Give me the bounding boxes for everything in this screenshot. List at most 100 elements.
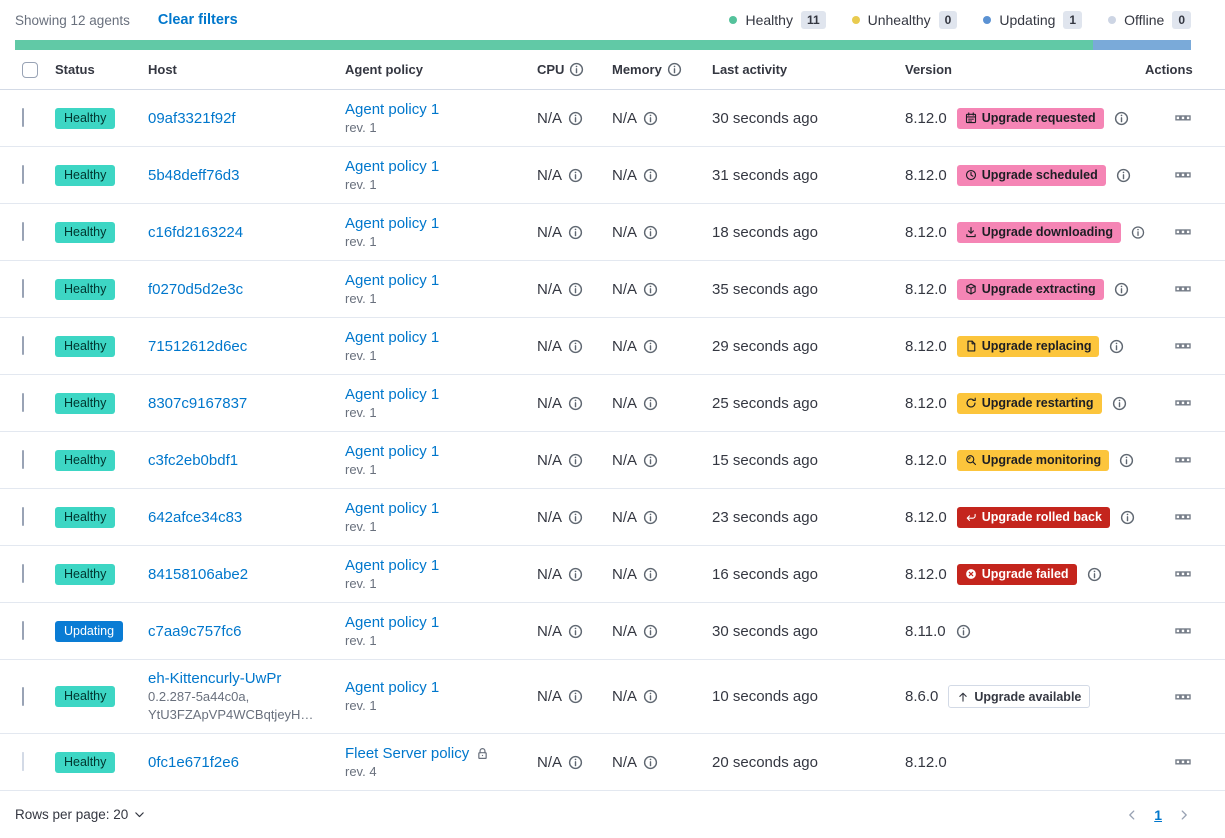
info-icon	[643, 168, 658, 183]
row-checkbox[interactable]	[22, 222, 24, 241]
agent-policy-link[interactable]: Agent policy 1	[345, 556, 440, 574]
column-header-last-activity: Last activity	[712, 62, 905, 77]
row-checkbox[interactable]	[22, 507, 24, 526]
info-icon	[1131, 225, 1145, 240]
agent-version: 8.12.0	[905, 109, 947, 127]
next-page-button[interactable]	[1177, 808, 1191, 822]
host-link[interactable]: 8307c9167837	[148, 394, 248, 412]
pagination: 1	[1125, 807, 1191, 823]
info-icon	[643, 111, 658, 126]
agent-policy-link[interactable]: Agent policy 1	[345, 100, 440, 118]
host-link[interactable]: f0270d5d2e3c	[148, 280, 244, 298]
status-badge: Healthy	[55, 335, 116, 357]
lock-icon	[476, 747, 489, 760]
agent-policy-link[interactable]: Fleet Server policy	[345, 744, 470, 762]
cpu-value: N/A	[537, 508, 563, 526]
agent-policy-link[interactable]: Agent policy 1	[345, 214, 440, 232]
agent-policy-link[interactable]: Agent policy 1	[345, 499, 440, 517]
agent-row: Healthy 09af3321f92f Agent policy 1 rev. 1 N…	[0, 90, 1225, 147]
clock-icon	[965, 169, 977, 181]
chevron-down-icon	[133, 808, 146, 821]
host-link[interactable]: c16fd2163224	[148, 223, 244, 241]
showing-agents-count: Showing 12 agents	[15, 12, 130, 28]
column-header-status: Status	[55, 62, 148, 77]
row-checkbox[interactable]	[22, 108, 24, 127]
memory-value: N/A	[612, 451, 638, 469]
memory-value: N/A	[612, 394, 638, 412]
row-checkbox[interactable]	[22, 450, 24, 469]
host-link[interactable]: eh-Kittencurly-UwPr	[148, 670, 282, 687]
info-icon	[1109, 339, 1124, 354]
upgrade-status-badge: Upgrade restarting	[956, 392, 1102, 414]
clear-filters-button[interactable]: Clear filters	[157, 12, 238, 28]
row-actions-button[interactable]	[1175, 224, 1191, 240]
info-icon	[1119, 453, 1134, 468]
policy-revision: rev. 1	[345, 290, 377, 306]
agent-policy-link[interactable]: Agent policy 1	[345, 385, 440, 403]
status-badge: Updating	[55, 620, 124, 642]
agent-policy-link[interactable]: Agent policy 1	[345, 271, 440, 289]
host-link[interactable]: 642afce34c83	[148, 508, 243, 526]
agent-policy-link[interactable]: Agent policy 1	[345, 328, 440, 346]
info-icon	[1114, 111, 1129, 126]
agent-row: Healthy c16fd2163224 Agent policy 1 rev. 1 N…	[0, 204, 1225, 261]
policy-revision: rev. 1	[345, 575, 377, 591]
row-checkbox[interactable]	[22, 336, 24, 355]
agent-policy-link[interactable]: Agent policy 1	[345, 442, 440, 460]
host-link[interactable]: c7aa9c757fc6	[148, 622, 242, 640]
row-checkbox[interactable]	[22, 621, 24, 640]
row-actions-button[interactable]	[1175, 689, 1191, 705]
row-actions-button[interactable]	[1175, 281, 1191, 297]
row-checkbox[interactable]	[22, 279, 24, 298]
row-actions-button[interactable]	[1175, 623, 1191, 639]
row-checkbox[interactable]	[22, 686, 24, 706]
row-checkbox[interactable]	[22, 564, 24, 583]
row-actions-button[interactable]	[1175, 452, 1191, 468]
row-actions-button[interactable]	[1175, 509, 1191, 525]
info-icon	[643, 510, 658, 525]
row-actions-button[interactable]	[1175, 167, 1191, 183]
status-badge: Healthy	[55, 278, 116, 300]
column-label: Host	[148, 62, 177, 77]
last-activity: 18 seconds ago	[712, 223, 818, 241]
last-activity: 31 seconds ago	[712, 166, 818, 184]
select-all-checkbox[interactable]	[22, 61, 38, 78]
upgrade-status-badge: Upgrade replacing	[956, 335, 1100, 357]
host-link[interactable]: 71512612d6ec	[148, 337, 248, 355]
info-icon	[643, 689, 658, 704]
page-number[interactable]: 1	[1154, 806, 1162, 823]
legend-count-badge: 11	[800, 11, 826, 29]
host-link[interactable]: 0fc1e671f2e6	[148, 753, 239, 771]
status-badge: Healthy	[55, 107, 116, 129]
row-actions-button[interactable]	[1175, 566, 1191, 582]
row-actions-button[interactable]	[1175, 338, 1191, 354]
legend-item-updating: Updating 1	[983, 11, 1083, 29]
host-link[interactable]: c3fc2eb0bdf1	[148, 451, 239, 469]
agent-policy-link[interactable]: Agent policy 1	[345, 157, 440, 175]
last-activity: 29 seconds ago	[712, 337, 818, 355]
row-checkbox[interactable]	[22, 165, 24, 184]
policy-revision: rev. 1	[345, 233, 377, 249]
row-actions-button[interactable]	[1175, 395, 1191, 411]
row-checkbox[interactable]	[22, 393, 24, 412]
info-icon	[568, 453, 583, 468]
status-badge: Healthy	[55, 686, 116, 707]
row-actions-button[interactable]	[1175, 110, 1191, 126]
info-icon	[643, 339, 658, 354]
row-checkbox	[22, 752, 24, 771]
column-header-agent-policy: Agent policy	[345, 62, 537, 77]
info-icon	[568, 282, 583, 297]
info-icon	[643, 567, 658, 582]
memory-value: N/A	[612, 565, 638, 583]
calendar-icon	[965, 112, 977, 124]
last-activity: 30 seconds ago	[712, 109, 818, 127]
agent-policy-link[interactable]: Agent policy 1	[345, 613, 440, 631]
agent-policy-link[interactable]: Agent policy 1	[345, 679, 440, 696]
host-link[interactable]: 09af3321f92f	[148, 109, 236, 127]
policy-revision: rev. 1	[345, 461, 377, 477]
row-actions-button[interactable]	[1175, 754, 1191, 770]
rows-per-page-button[interactable]: Rows per page: 20	[15, 807, 146, 822]
previous-page-button[interactable]	[1125, 808, 1139, 822]
host-link[interactable]: 5b48deff76d3	[148, 166, 240, 184]
host-link[interactable]: 84158106abe2	[148, 565, 249, 583]
